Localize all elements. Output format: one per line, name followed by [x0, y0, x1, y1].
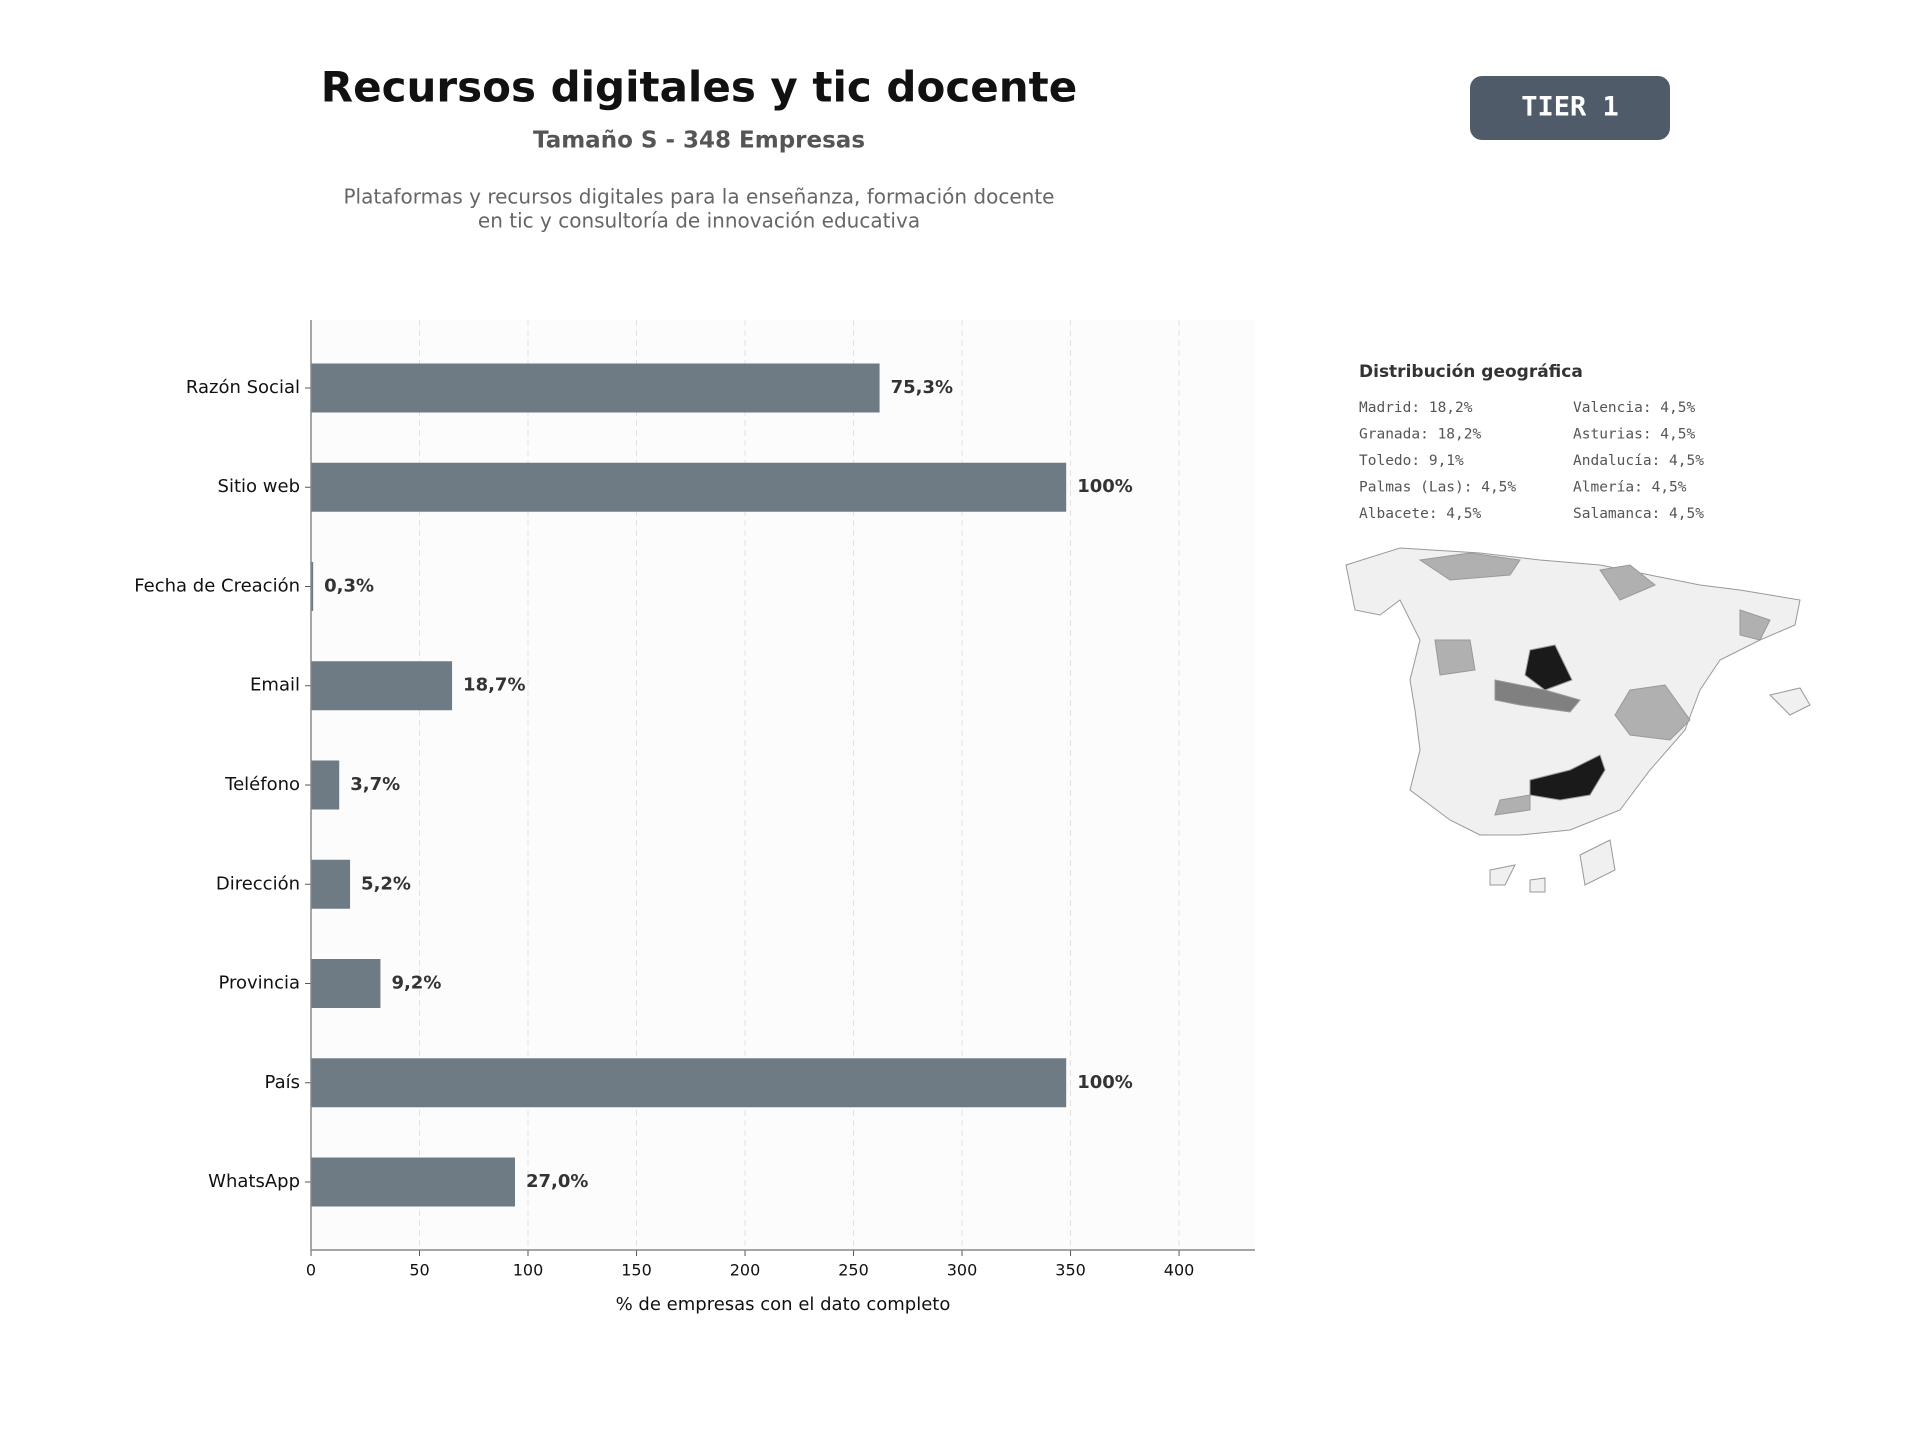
bar	[311, 760, 340, 810]
x-tick-label: 300	[947, 1261, 978, 1280]
y-tick-label: Provincia	[218, 973, 300, 994]
plot-bg	[311, 320, 1255, 1250]
x-tick-label: 350	[1055, 1261, 1086, 1280]
y-tick-label: Sitio web	[218, 476, 300, 497]
geo-item: Valencia: 4,5%	[1573, 400, 1695, 416]
x-tick-label: 250	[838, 1261, 869, 1280]
value-label: 75,3%	[891, 377, 953, 398]
geo-item: Toledo: 9,1%	[1359, 453, 1464, 469]
value-label: 100%	[1077, 476, 1133, 497]
y-tick-label: Teléfono	[224, 774, 300, 795]
bar	[311, 1058, 1067, 1108]
geo-item: Palmas (Las): 4,5%	[1359, 480, 1516, 496]
geo-item: Almería: 4,5%	[1573, 480, 1687, 496]
x-tick-label: 100	[513, 1261, 544, 1280]
x-tick-label: 200	[730, 1261, 761, 1280]
x-tick-label: 400	[1164, 1261, 1195, 1280]
y-tick-label: Dirección	[216, 873, 300, 894]
description: Plataformas y recursos digitales para la…	[344, 185, 1055, 209]
geo-item: Salamanca: 4,5%	[1573, 506, 1704, 522]
map	[1345, 547, 1811, 893]
title: Recursos digitales y tic docente	[321, 63, 1077, 112]
bar	[311, 661, 453, 711]
value-label: 5,2%	[361, 873, 411, 894]
description: en tic y consultoría de innovación educa…	[478, 209, 920, 233]
x-tick-label: 50	[409, 1261, 429, 1280]
geo-item: Madrid: 18,2%	[1359, 400, 1473, 416]
bar	[311, 859, 351, 909]
subtitle: Tamaño S - 348 Empresas	[533, 128, 865, 154]
bar	[311, 959, 381, 1009]
geo-title: Distribución geográfica	[1359, 362, 1583, 382]
y-tick-label: Email	[250, 675, 300, 696]
y-tick-label: WhatsApp	[208, 1171, 300, 1192]
bar	[311, 561, 314, 611]
y-tick-label: Fecha de Creación	[134, 575, 300, 596]
geo-item: Granada: 18,2%	[1359, 427, 1481, 443]
x-tick-label: 0	[306, 1261, 316, 1280]
value-label: 3,7%	[350, 774, 400, 795]
badge: TIER 1	[1521, 92, 1619, 123]
bar	[311, 1157, 515, 1207]
geo-item: Asturias: 4,5%	[1573, 427, 1695, 443]
value-label: 9,2%	[391, 973, 441, 994]
geo-item: Albacete: 4,5%	[1359, 506, 1481, 522]
x-axis-label: % de empresas con el dato completo	[616, 1294, 951, 1315]
bar	[311, 462, 1067, 512]
y-tick-label: País	[265, 1072, 300, 1093]
bar	[311, 363, 880, 413]
value-label: 0,3%	[324, 575, 374, 596]
badge-bg	[1470, 76, 1670, 140]
y-tick-label: Razón Social	[186, 377, 300, 398]
x-tick-label: 150	[621, 1261, 652, 1280]
value-label: 18,7%	[463, 675, 525, 696]
geo-item: Andalucía: 4,5%	[1573, 453, 1704, 469]
value-label: 27,0%	[526, 1171, 588, 1192]
value-label: 100%	[1077, 1072, 1133, 1093]
